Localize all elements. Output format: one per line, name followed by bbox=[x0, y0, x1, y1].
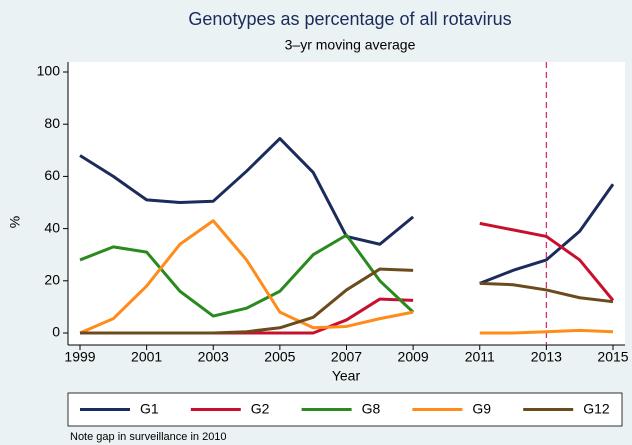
legend-label: G2 bbox=[251, 401, 270, 417]
y-tick-label: 80 bbox=[44, 115, 60, 131]
y-tick-label: 0 bbox=[52, 324, 60, 340]
legend-label: G8 bbox=[362, 401, 381, 417]
x-tick-label: 2011 bbox=[465, 349, 495, 365]
y-tick-label: 40 bbox=[44, 219, 60, 235]
y-axis-label: % bbox=[7, 216, 23, 228]
x-tick-label: 2001 bbox=[131, 349, 162, 365]
x-tick-label: 2003 bbox=[198, 349, 229, 365]
x-tick-label: 2005 bbox=[264, 349, 295, 365]
legend-label: G12 bbox=[583, 401, 610, 417]
legend-label: G9 bbox=[472, 401, 491, 417]
series-line bbox=[79, 219, 614, 335]
y-tick-label: 60 bbox=[44, 167, 60, 183]
plot-area bbox=[68, 62, 625, 345]
note: Note gap in surveillance in 2010 bbox=[70, 431, 227, 443]
legend-label: G1 bbox=[140, 401, 159, 417]
x-tick-label: 1999 bbox=[64, 349, 95, 365]
x-tick-label: 2013 bbox=[531, 349, 562, 365]
x-tick-label: 2015 bbox=[597, 349, 628, 365]
chart-subtitle: 3–yr moving average bbox=[285, 37, 416, 53]
series-line bbox=[79, 137, 615, 285]
x-tick-label: 2009 bbox=[398, 349, 429, 365]
x-tick-label: 2007 bbox=[331, 349, 362, 365]
chart-title: Genotypes as percentage of all rotavirus bbox=[188, 9, 511, 29]
series-line bbox=[80, 267, 614, 335]
series-line bbox=[79, 233, 415, 318]
x-axis-label: Year bbox=[332, 368, 361, 384]
y-tick-label: 20 bbox=[44, 272, 60, 288]
y-tick-label: 100 bbox=[37, 63, 61, 79]
